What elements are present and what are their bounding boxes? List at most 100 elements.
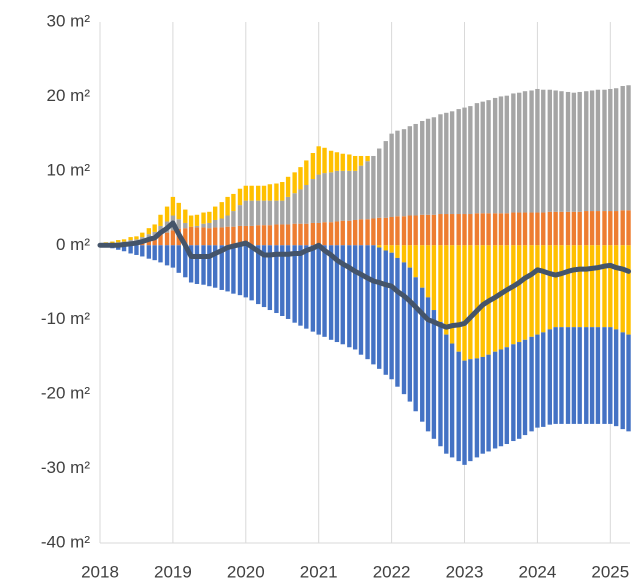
bar [225,245,230,292]
bar [292,172,297,194]
bar [188,245,194,283]
bar [146,234,152,238]
bar [328,172,334,223]
bar [377,245,382,248]
bar [310,152,316,180]
bar [152,236,157,246]
bar [449,214,455,246]
bar [613,245,619,330]
bar [304,223,309,246]
bar [401,216,407,246]
bar [128,237,133,241]
bar [340,245,345,345]
bar [595,211,601,246]
bar [498,213,504,246]
bar [347,154,352,171]
bar [292,245,297,323]
bar [468,214,473,246]
bar [183,209,188,223]
bar [280,200,285,225]
bar [620,210,625,246]
y-tick-label: -20 m² [41,384,90,403]
bar [413,215,418,246]
bar [547,89,552,212]
bar [256,225,261,246]
bar [377,217,382,246]
bar [456,245,461,352]
bar [547,329,552,425]
bar [444,245,449,335]
bar [340,170,345,221]
bar [498,96,504,214]
bar [249,225,254,246]
bar [134,236,139,240]
bar [608,327,613,424]
bar [274,224,279,246]
bar [504,213,509,246]
bar [292,223,297,246]
bar [468,359,473,462]
bar [134,239,139,241]
bar [304,245,309,329]
bar [438,245,443,322]
bar [553,245,558,328]
bar [352,245,358,350]
bar [407,245,413,268]
x-tick-label: 2022 [373,562,411,581]
bar [328,245,334,340]
bar [401,262,407,395]
bar [285,224,291,246]
bar [377,148,382,218]
bar [456,109,461,215]
y-tick-label: 20 m² [47,86,91,105]
bar [225,215,230,227]
bar [602,245,607,328]
bar [620,86,625,211]
bar [261,200,267,226]
bar [274,245,279,314]
bar [207,211,212,223]
bar [298,245,303,326]
bar [480,101,485,214]
bar [511,93,516,213]
bar [577,91,582,212]
bar [449,111,455,215]
bar [577,327,582,424]
bar [444,214,449,246]
bar [243,185,248,201]
bar [285,245,291,319]
bar [620,332,625,430]
bar [595,327,601,424]
bar [225,226,230,246]
bar [438,214,443,246]
bar [420,287,425,422]
bar [110,241,115,244]
bar [188,226,194,246]
bar [613,211,619,246]
bar [371,245,376,365]
bar [425,118,431,215]
bar [529,90,534,213]
bar [589,211,595,246]
bar [492,351,498,449]
bar [602,211,607,246]
bar [183,222,188,229]
bar [383,250,388,375]
bar [261,185,267,201]
bar [194,225,200,228]
bar [267,245,273,311]
bar [365,245,370,360]
bar [541,89,546,213]
bar [407,126,413,216]
bar [310,179,316,223]
bar [310,245,316,332]
bar [347,170,352,221]
bar [608,245,613,328]
bar [261,225,267,246]
bar [504,95,509,214]
bar [176,219,181,229]
bar [413,277,418,412]
bar [559,327,564,424]
bar [613,329,619,427]
